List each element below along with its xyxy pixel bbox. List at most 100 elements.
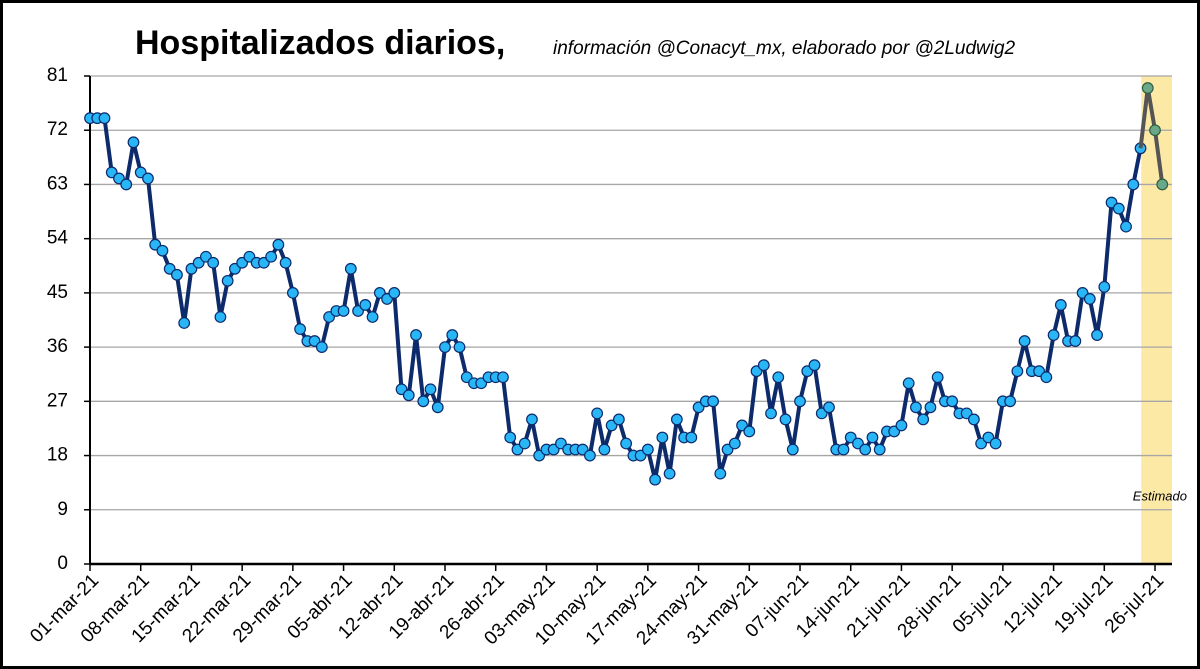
point bbox=[344, 262, 357, 275]
point bbox=[279, 256, 292, 269]
point bbox=[670, 413, 683, 426]
point bbox=[1120, 220, 1132, 233]
point bbox=[757, 359, 770, 372]
point bbox=[98, 112, 111, 125]
point bbox=[612, 413, 625, 426]
point bbox=[620, 437, 633, 450]
point bbox=[366, 311, 379, 323]
point bbox=[707, 395, 719, 408]
point bbox=[772, 371, 785, 384]
point bbox=[286, 286, 299, 299]
y-tick-label: 72 bbox=[47, 119, 68, 140]
point bbox=[786, 443, 799, 456]
point bbox=[265, 250, 278, 263]
point bbox=[866, 431, 879, 444]
point bbox=[779, 413, 792, 426]
point bbox=[902, 377, 915, 390]
point bbox=[497, 371, 509, 384]
point bbox=[837, 443, 850, 456]
point bbox=[910, 401, 922, 414]
point bbox=[1112, 202, 1125, 215]
point bbox=[142, 172, 154, 185]
point bbox=[656, 431, 669, 444]
point bbox=[584, 449, 596, 462]
y-tick-label: 63 bbox=[47, 173, 68, 194]
point bbox=[294, 323, 307, 335]
point bbox=[917, 413, 930, 426]
point bbox=[1149, 124, 1161, 137]
y-tick-label: 45 bbox=[47, 282, 68, 303]
point bbox=[663, 467, 676, 480]
point bbox=[641, 443, 654, 456]
point bbox=[685, 431, 698, 444]
point bbox=[178, 317, 191, 329]
point bbox=[431, 401, 444, 414]
point bbox=[859, 443, 872, 456]
point bbox=[207, 256, 220, 269]
point bbox=[1004, 395, 1017, 408]
point bbox=[714, 467, 727, 480]
point bbox=[388, 286, 401, 299]
point bbox=[591, 407, 604, 420]
point bbox=[504, 431, 517, 444]
point bbox=[171, 268, 183, 281]
point bbox=[1047, 329, 1060, 341]
point bbox=[873, 443, 886, 456]
point bbox=[272, 238, 285, 251]
point bbox=[315, 341, 328, 354]
point bbox=[989, 437, 1002, 450]
y-tick-label: 0 bbox=[57, 553, 68, 574]
point bbox=[526, 413, 538, 426]
point bbox=[808, 359, 821, 372]
chart-subtitle: información @Conacyt_mx, elaborado por @… bbox=[553, 38, 1016, 59]
point bbox=[743, 425, 756, 438]
point bbox=[598, 443, 611, 456]
connector bbox=[1138, 87, 1150, 149]
point bbox=[1083, 293, 1096, 305]
point bbox=[417, 395, 430, 408]
point bbox=[649, 473, 662, 486]
point bbox=[1018, 335, 1031, 347]
point bbox=[728, 437, 741, 450]
point bbox=[1069, 335, 1082, 347]
point bbox=[765, 407, 777, 420]
point bbox=[453, 341, 466, 354]
point bbox=[127, 136, 140, 149]
point bbox=[1054, 299, 1067, 311]
point bbox=[931, 371, 944, 384]
point bbox=[359, 299, 372, 311]
y-tick-label: 54 bbox=[47, 228, 69, 249]
y-tick-label: 9 bbox=[57, 499, 68, 520]
point bbox=[1156, 178, 1169, 191]
point bbox=[1011, 365, 1024, 378]
point bbox=[895, 419, 908, 432]
point bbox=[410, 329, 422, 341]
point bbox=[1098, 280, 1111, 293]
point bbox=[794, 395, 806, 408]
point bbox=[214, 311, 227, 323]
point bbox=[120, 178, 133, 191]
y-tick-label: 36 bbox=[47, 336, 68, 357]
point bbox=[221, 274, 234, 287]
y-tick-label: 18 bbox=[47, 445, 68, 466]
point bbox=[337, 305, 350, 317]
point bbox=[1040, 371, 1053, 384]
point bbox=[424, 383, 437, 396]
point bbox=[1141, 82, 1154, 94]
estimate-region bbox=[1141, 76, 1172, 564]
point bbox=[1091, 329, 1103, 341]
annotation: Estimado bbox=[1133, 488, 1187, 503]
point bbox=[924, 401, 937, 414]
point bbox=[156, 244, 169, 257]
point bbox=[1127, 178, 1140, 191]
point bbox=[518, 437, 531, 450]
point bbox=[967, 413, 980, 426]
point bbox=[439, 341, 451, 354]
point bbox=[946, 395, 959, 408]
y-tick-label: 27 bbox=[47, 390, 68, 411]
point bbox=[402, 389, 415, 402]
y-tick-label: 81 bbox=[47, 65, 68, 86]
chart-title: Hospitalizados diarios, bbox=[135, 24, 505, 62]
